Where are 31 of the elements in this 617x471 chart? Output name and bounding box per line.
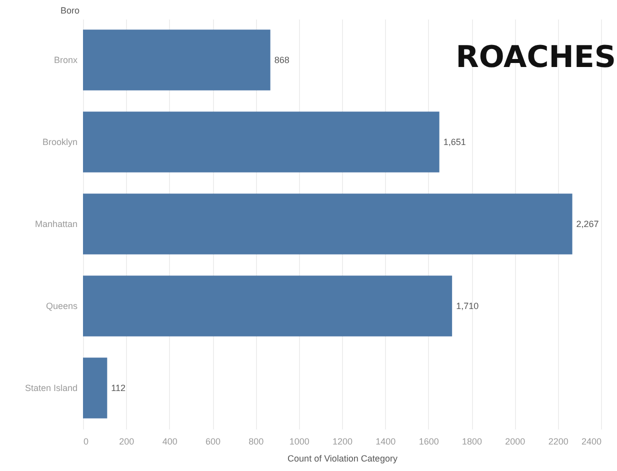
data-label: 1,710	[456, 301, 479, 311]
x-tick-label: 800	[248, 436, 264, 446]
x-tick-label: 1200	[332, 436, 353, 446]
x-tick-label: 0	[84, 436, 89, 446]
text: ROACHES	[456, 40, 616, 75]
bar	[83, 276, 452, 336]
x-tick-label: 600	[205, 436, 221, 446]
x-tick-label: 1600	[418, 436, 439, 446]
y-tick-label: Brooklyn	[42, 137, 78, 147]
x-tick-label: 1000	[289, 436, 310, 446]
y-tick-label: Staten Island	[24, 383, 78, 393]
x-tick-label: 200	[119, 436, 134, 446]
y-tick-label: Bronx	[54, 55, 78, 65]
data-label: 2,267	[576, 219, 599, 229]
bar	[83, 194, 572, 254]
x-tick-label: 1400	[376, 436, 396, 446]
x-tick-label: 2400	[581, 436, 602, 446]
x-tick-label: 2000	[505, 436, 526, 446]
bar	[83, 112, 440, 172]
y-tick-label: Queens	[46, 301, 78, 311]
y-tick-label: Manhattan	[34, 219, 78, 229]
data-label: 1,651	[443, 137, 466, 147]
bar	[83, 30, 270, 90]
x-tick-label: 2200	[548, 436, 568, 446]
data-label: 868	[274, 55, 290, 65]
bar	[83, 358, 108, 418]
x-tick-label: 400	[162, 436, 178, 446]
data-label: 112	[111, 383, 126, 393]
x-axis-title: Count of Violation Category	[288, 454, 398, 464]
y-axis-title: Boro	[60, 6, 80, 16]
x-tick-label: 1800	[462, 436, 482, 446]
